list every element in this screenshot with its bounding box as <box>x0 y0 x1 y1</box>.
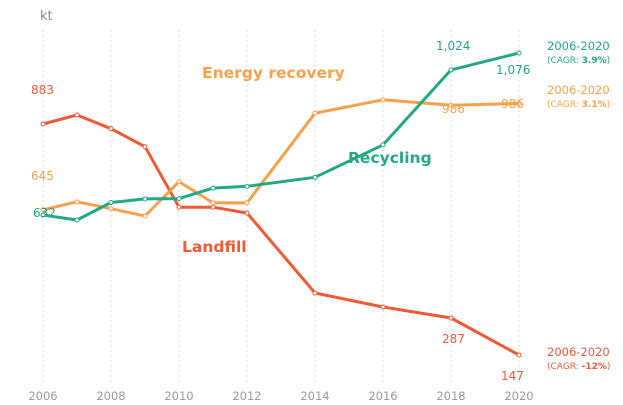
series-line-energy-recovery <box>41 98 521 218</box>
point-landfill-2007 <box>74 112 80 118</box>
series-label-energy-recovery: Energy recovery <box>202 64 345 82</box>
point-landfill-2016 <box>380 304 386 310</box>
y-unit-label: kt <box>40 9 53 24</box>
point-energy-recovery-2007 <box>74 199 80 205</box>
point-landfill-2011 <box>210 204 216 210</box>
point-landfill-2014 <box>312 290 318 296</box>
point-energy-recovery-2014 <box>312 110 318 116</box>
data-label-recycling-2006: 632 <box>33 206 56 220</box>
annotation-recycling-cagr: (CAGR: 3.9%) <box>547 56 610 66</box>
data-label-recycling-2018: 1,024 <box>436 39 470 53</box>
x-tick-2020: 2020 <box>504 389 533 403</box>
data-label-landfill-2006: 883 <box>31 83 54 97</box>
point-energy-recovery-2006 <box>40 207 46 213</box>
point-recycling-2006 <box>40 212 46 218</box>
x-tick-2010: 2010 <box>164 389 193 403</box>
annotation-energy-period: 2006-2020 <box>547 83 610 97</box>
point-energy-recovery-2009 <box>142 213 148 219</box>
point-recycling-2011 <box>210 185 216 191</box>
point-landfill-2010 <box>176 204 182 210</box>
point-energy-recovery-2010 <box>176 179 182 185</box>
annotation-energy-recovery: 2006-2020 (CAGR: 3.1%) <box>547 83 610 110</box>
point-recycling-2018 <box>448 67 454 73</box>
data-label-energy-2018: 986 <box>442 102 465 116</box>
point-recycling-2008 <box>108 200 114 206</box>
point-recycling-2014 <box>312 174 318 180</box>
point-landfill-2006 <box>40 121 46 127</box>
point-energy-recovery-2008 <box>108 206 114 212</box>
point-landfill-2018 <box>448 315 454 321</box>
data-label-landfill-2020: 147 <box>501 369 524 383</box>
series-label-landfill: Landfill <box>182 238 247 256</box>
data-label-landfill-2018: 287 <box>442 332 465 346</box>
data-label-recycling-2020: 1,076 <box>496 63 530 77</box>
annotation-recycling: 2006-2020 (CAGR: 3.9%) <box>547 39 610 66</box>
point-landfill-2020 <box>516 352 522 358</box>
point-energy-recovery-2018 <box>448 102 454 108</box>
annotation-landfill-cagr: (CAGR: -12%) <box>547 362 610 372</box>
point-landfill-2008 <box>108 126 114 132</box>
point-recycling-2012 <box>244 183 250 189</box>
point-recycling-2009 <box>142 196 148 202</box>
point-landfill-2009 <box>142 144 148 150</box>
annotation-energy-cagr: (CAGR: 3.1%) <box>547 100 610 110</box>
data-label-energy-2006: 645 <box>31 169 54 183</box>
x-tick-2006: 2006 <box>28 389 57 403</box>
x-tick-2016: 2016 <box>368 389 397 403</box>
annotation-landfill-period: 2006-2020 <box>547 345 610 359</box>
x-tick-2012: 2012 <box>232 389 261 403</box>
point-recycling-2016 <box>380 142 386 148</box>
point-landfill-2012 <box>244 210 250 216</box>
series-line-landfill <box>41 113 521 357</box>
annotation-recycling-period: 2006-2020 <box>547 39 610 53</box>
x-tick-2014: 2014 <box>300 389 329 403</box>
x-tick-2008: 2008 <box>96 389 125 403</box>
point-energy-recovery-2016 <box>380 97 386 103</box>
point-energy-recovery-2012 <box>244 200 250 206</box>
x-tick-2018: 2018 <box>436 389 465 403</box>
point-energy-recovery-2020 <box>516 100 522 106</box>
point-recycling-2007 <box>74 217 80 223</box>
point-recycling-2010 <box>176 196 182 202</box>
annotation-landfill: 2006-2020 (CAGR: -12%) <box>547 345 610 372</box>
point-energy-recovery-2011 <box>210 200 216 206</box>
data-label-energy-2020: 986 <box>501 97 524 111</box>
point-recycling-2020 <box>516 50 522 56</box>
series-label-recycling: Recycling <box>348 149 432 167</box>
